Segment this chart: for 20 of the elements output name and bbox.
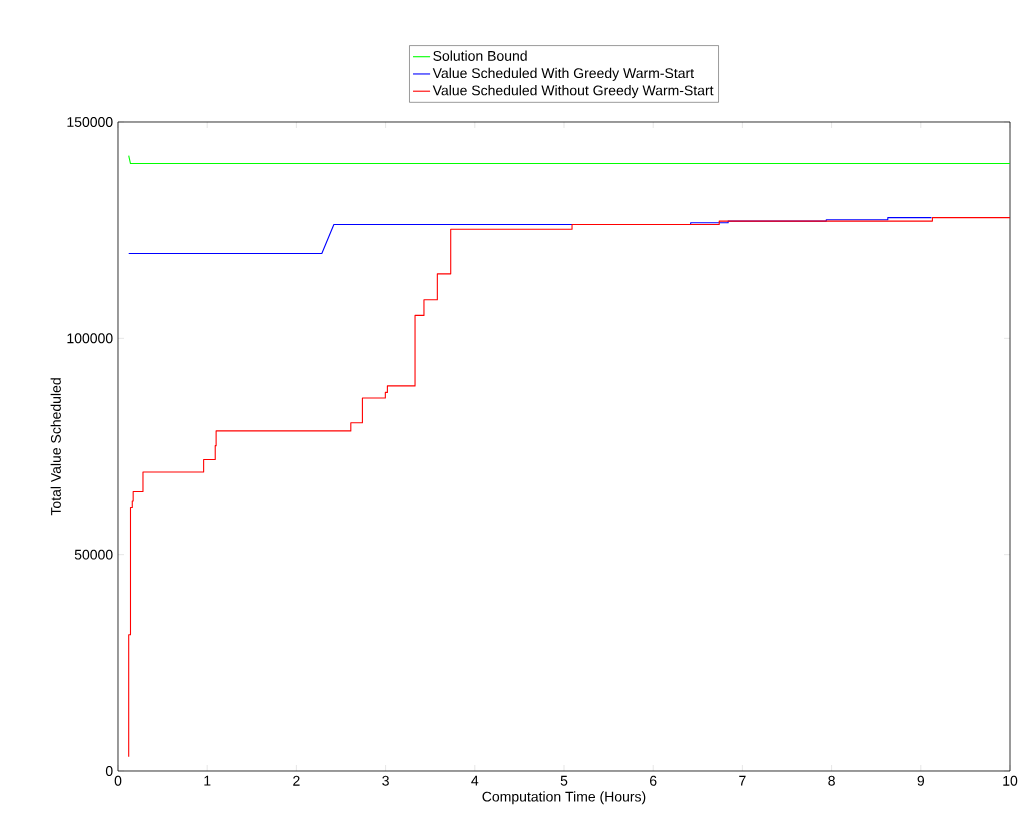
x-tick-label: 6 [650,775,657,786]
y-tick-label: 0 [105,766,113,776]
x-axis-title: Computation Time (Hours) [482,791,646,805]
x-tick-label: 2 [293,775,300,786]
legend-label: Value Scheduled Without Greedy Warm-Start [432,85,714,99]
y-tick-label: 50000 [74,549,113,560]
x-tick-label: 3 [382,775,389,786]
x-tick-label: 1 [204,775,211,786]
y-tick-label: 150000 [67,117,113,127]
legend-label: Solution Bound [433,50,527,61]
x-tick-label: 4 [471,775,479,786]
x-tick-label: 0 [114,775,122,786]
y-tick-label: 100000 [67,333,113,344]
x-tick-label: 10 [1003,775,1018,786]
x-tick-label: 7 [739,775,746,786]
legend-label: Value Scheduled With Greedy Warm-Start [432,67,694,81]
x-tick-label: 9 [917,775,925,786]
x-tick-label: 8 [828,775,835,786]
y-axis-title: Total Value Scheduled [50,378,61,516]
x-tick-label: 5 [560,775,568,786]
